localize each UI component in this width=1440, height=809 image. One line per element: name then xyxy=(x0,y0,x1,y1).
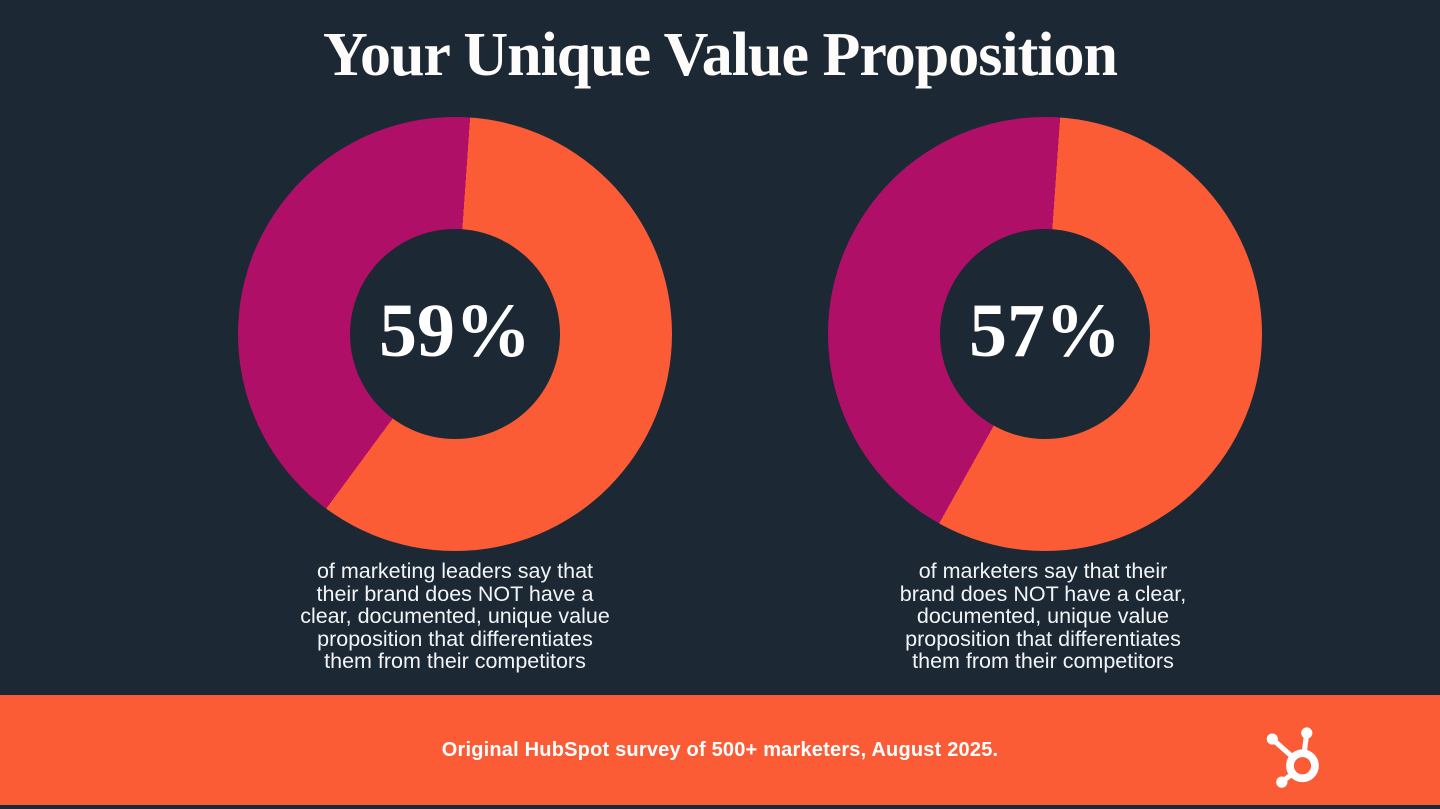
donut-hole: 59% xyxy=(350,229,560,439)
donut-caption-marketers: of marketers say that their brand does N… xyxy=(899,559,1187,673)
hubspot-sprocket-icon xyxy=(1266,727,1319,788)
donut-chart-marketers: 57% xyxy=(828,117,1262,551)
page-title: Your Unique Value Proposition xyxy=(323,21,1118,89)
footer-bar: Original HubSpot survey of 500+ marketer… xyxy=(0,695,1440,805)
donut-hole: 57% xyxy=(940,229,1150,439)
donut-center-value: 59% xyxy=(379,289,531,373)
donut-chart-marketing-leaders: 59% xyxy=(238,117,672,551)
bottom-edge-strip xyxy=(0,805,1440,809)
source-attribution-text: Original HubSpot survey of 500+ marketer… xyxy=(441,738,999,761)
donut-caption-marketing-leaders: of marketing leaders say that their bran… xyxy=(300,559,610,673)
donut-center-value: 57% xyxy=(969,289,1121,373)
